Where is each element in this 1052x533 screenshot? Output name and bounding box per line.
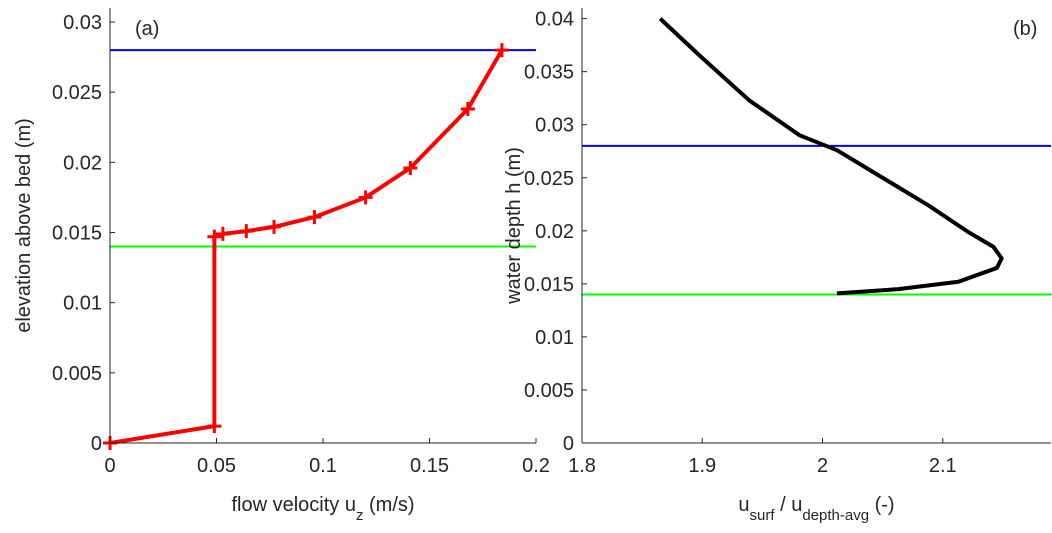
y-tick-label: 0 bbox=[563, 433, 574, 455]
y-tick-label: 0.02 bbox=[535, 221, 574, 243]
x-axis-label: usurf / udepth-avg (-) bbox=[738, 494, 894, 524]
subscript: surf bbox=[750, 507, 776, 524]
marker bbox=[460, 102, 475, 117]
subscript: depth-avg bbox=[802, 507, 869, 524]
label-part: (m/s) bbox=[363, 494, 414, 516]
marker bbox=[494, 43, 509, 58]
y-tick-label: 0.01 bbox=[63, 293, 102, 315]
marker bbox=[267, 219, 282, 234]
label-part: u bbox=[738, 494, 749, 516]
panel-label: (b) bbox=[1013, 18, 1037, 40]
y-tick-label: 0.04 bbox=[535, 9, 574, 31]
x-tick-label: 0.1 bbox=[309, 455, 337, 477]
x-tick-label: 0 bbox=[104, 455, 115, 477]
label-part: / u bbox=[775, 494, 803, 516]
marker bbox=[358, 190, 373, 205]
y-tick-label: 0.01 bbox=[535, 327, 574, 349]
marker bbox=[207, 419, 222, 434]
x-axis-label: flow velocity uz (m/s) bbox=[231, 494, 414, 524]
x-tick-label: 1.8 bbox=[568, 455, 596, 477]
marker bbox=[215, 226, 230, 241]
y-tick-label: 0.005 bbox=[52, 363, 102, 385]
data-line bbox=[658, 17, 1004, 296]
marker bbox=[403, 160, 418, 175]
y-tick-label: 0.03 bbox=[535, 115, 574, 137]
label-part: flow velocity u bbox=[231, 494, 356, 516]
x-tick-label: 1.9 bbox=[688, 455, 716, 477]
x-tick-label: 2 bbox=[817, 455, 828, 477]
marker bbox=[239, 224, 254, 239]
marker bbox=[307, 210, 322, 225]
y-tick-label: 0.025 bbox=[524, 168, 574, 190]
label-part: (-) bbox=[869, 494, 895, 516]
y-tick-label: 0.02 bbox=[63, 152, 102, 174]
y-tick-label: 0.035 bbox=[524, 62, 574, 84]
y-tick-label: 0.025 bbox=[52, 82, 102, 104]
y-tick-label: 0 bbox=[91, 433, 102, 455]
y-axis-label: water depth h (m) bbox=[503, 147, 525, 305]
x-tick-label: 0.05 bbox=[197, 455, 236, 477]
y-tick-label: 0.03 bbox=[63, 12, 102, 34]
y-tick-label: 0.015 bbox=[52, 223, 102, 245]
panel-label: (a) bbox=[135, 18, 159, 40]
y-axis-label: elevation above bed (m) bbox=[13, 118, 35, 333]
y-tick-label: 0.015 bbox=[524, 274, 574, 296]
x-tick-label: 2.1 bbox=[929, 455, 957, 477]
y-tick-label: 0.005 bbox=[524, 380, 574, 402]
x-tick-label: 0.15 bbox=[410, 455, 449, 477]
x-tick-label: 0.2 bbox=[522, 455, 550, 477]
marker bbox=[207, 229, 222, 244]
subscript: z bbox=[356, 507, 364, 524]
